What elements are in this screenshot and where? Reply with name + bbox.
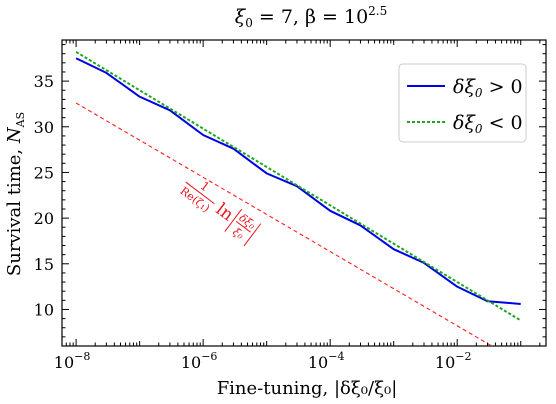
annotation-abs-left — [224, 208, 243, 232]
annotation-inner-bar — [235, 220, 251, 233]
x-tick-label: 10−2 — [435, 350, 472, 372]
legend-label-positive: δξ0 > 0 — [453, 76, 523, 100]
x-tick-label: 10−6 — [181, 350, 218, 372]
annotation-abs-right — [243, 223, 262, 247]
y-tick-label: 15 — [34, 255, 54, 274]
slope-annotation: 1 Re(ζ₁) ln δξ₀ ξ₀ — [178, 179, 262, 247]
tick-layer: 10−8 10−6 10−4 10−2 10 15 20 25 30 35 — [34, 40, 546, 372]
x-tick-label: 10−8 — [54, 350, 91, 372]
annotation-numerator: 1 — [198, 179, 213, 195]
annotation-ln: ln — [212, 200, 237, 226]
series-line-2 — [75, 102, 493, 347]
series-layer — [75, 51, 522, 347]
legend: δξ0 > 0 δξ0 < 0 — [398, 63, 527, 143]
y-tick-label: 35 — [34, 72, 54, 91]
y-tick-label: 20 — [34, 209, 54, 228]
legend-box — [398, 63, 527, 143]
y-axis-label: Survival time, NAS — [4, 112, 27, 276]
y-tick-label: 25 — [34, 163, 54, 182]
plot-frame — [61, 39, 547, 347]
series-line-0 — [75, 57, 521, 305]
x-tick-label: 10−4 — [308, 350, 345, 372]
y-tick-label: 30 — [34, 118, 54, 137]
legend-label-negative: δξ0 < 0 — [453, 112, 523, 136]
chart-title: ξ0 = 7, β = 102.5 — [235, 4, 388, 30]
x-axis-label: Fine-tuning, |δξ₀/ξ₀| — [217, 378, 398, 399]
series-line-1 — [75, 51, 522, 322]
y-tick-label: 10 — [34, 300, 54, 319]
annotation-fraction-bar — [185, 181, 215, 205]
